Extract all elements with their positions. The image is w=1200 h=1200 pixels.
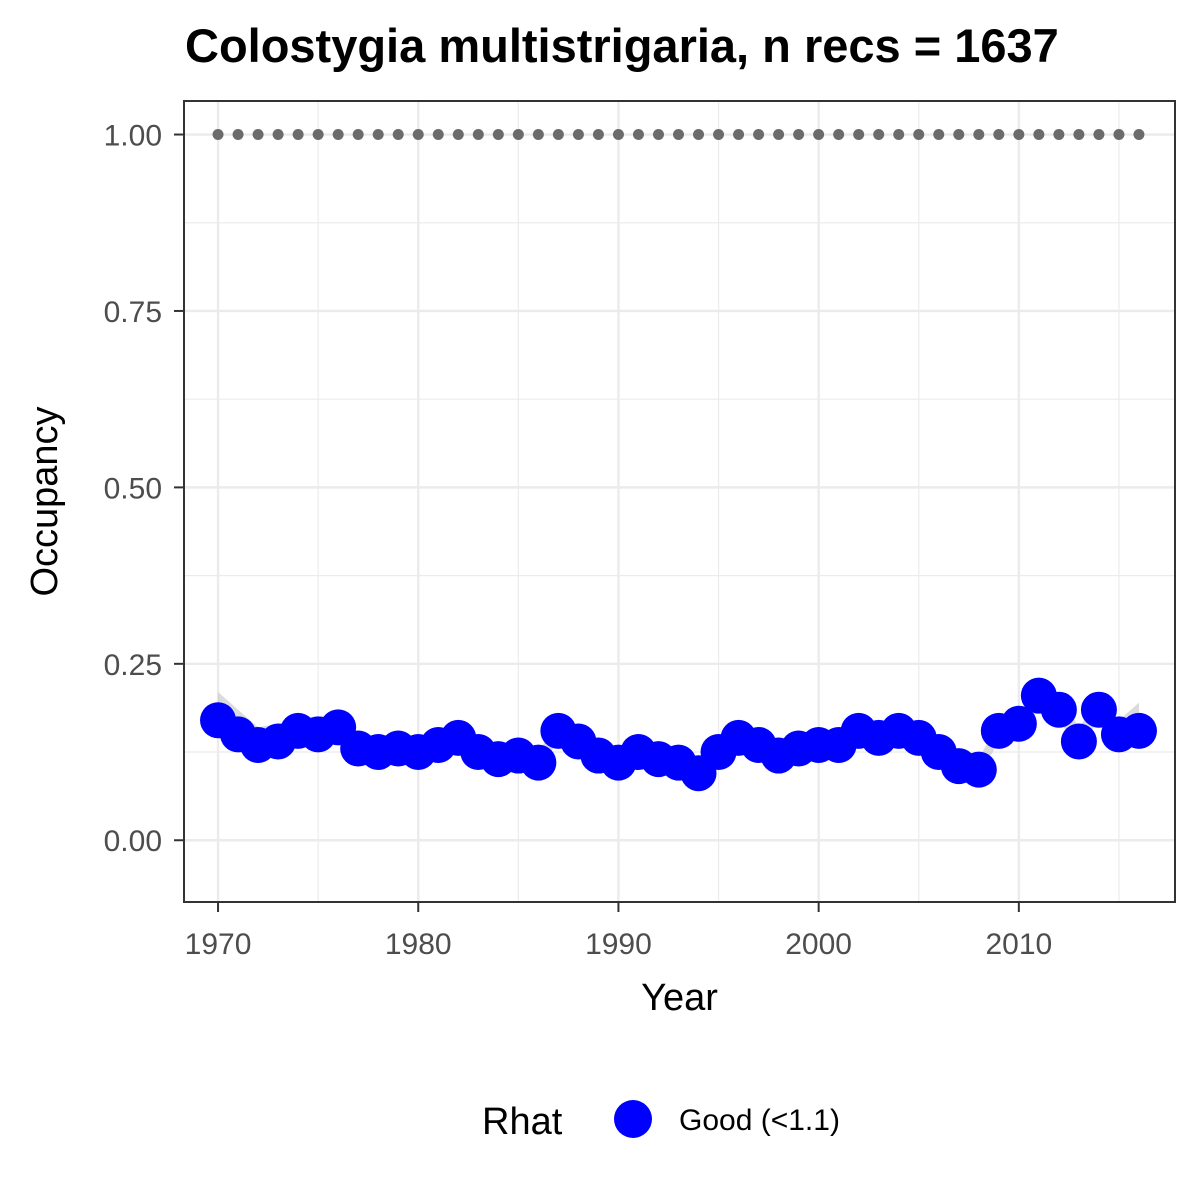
- legend: Rhat Good (<1.1): [482, 1100, 840, 1143]
- reference-point: [432, 129, 444, 141]
- legend-key-good: [614, 1100, 652, 1138]
- y-tick-label: 1.00: [104, 120, 162, 153]
- reference-point: [913, 129, 925, 141]
- reference-point: [693, 129, 705, 141]
- x-tick-label: 1970: [185, 928, 252, 961]
- reference-point: [652, 129, 664, 141]
- reference-point: [713, 129, 725, 141]
- reference-point: [753, 129, 765, 141]
- reference-point: [452, 129, 464, 141]
- reference-point: [833, 129, 845, 141]
- reference-point: [993, 129, 1005, 141]
- chart-title: Colostygia multistrigaria, n recs = 1637: [185, 19, 1059, 72]
- reference-point: [292, 129, 304, 141]
- reference-point: [312, 129, 324, 141]
- reference-point: [973, 129, 985, 141]
- y-tick-label: 0.00: [104, 825, 162, 858]
- legend-title: Rhat: [482, 1101, 563, 1143]
- reference-point: [332, 129, 344, 141]
- y-axis-title: Occupancy: [24, 406, 66, 596]
- reference-point: [372, 129, 384, 141]
- reference-point: [853, 129, 865, 141]
- reference-point: [592, 129, 604, 141]
- reference-point: [893, 129, 905, 141]
- data-point: [1000, 705, 1037, 742]
- reference-point: [552, 129, 564, 141]
- legend-label-good: Good (<1.1): [679, 1104, 840, 1137]
- y-tick-label: 0.75: [104, 296, 162, 329]
- y-axis: 0.00 0.25 0.50 0.75 1.00: [104, 120, 184, 858]
- reference-point: [252, 129, 264, 141]
- reference-point: [472, 129, 484, 141]
- data-point: [1060, 723, 1097, 760]
- reference-point: [672, 129, 684, 141]
- reference-point: [733, 129, 745, 141]
- reference-point: [933, 129, 945, 141]
- plot-frame: [183, 100, 1176, 903]
- y-tick-label: 0.25: [104, 649, 162, 682]
- y-tick-label: 0.50: [104, 472, 162, 505]
- x-axis: 1970 1980 1990 2000 2010: [185, 902, 1052, 961]
- reference-point: [392, 129, 404, 141]
- reference-point: [612, 129, 624, 141]
- reference-point: [212, 129, 224, 141]
- reference-point: [412, 129, 424, 141]
- reference-point: [492, 129, 504, 141]
- reference-point: [1133, 129, 1145, 141]
- x-tick-label: 1980: [385, 928, 452, 961]
- data-point: [1080, 691, 1117, 728]
- reference-point: [232, 129, 244, 141]
- x-tick-label: 2010: [985, 928, 1052, 961]
- data-point: [1120, 712, 1157, 749]
- reference-point: [632, 129, 644, 141]
- reference-point: [532, 129, 544, 141]
- reference-point: [1053, 129, 1065, 141]
- data-point: [1040, 691, 1077, 728]
- reference-point: [512, 129, 524, 141]
- reference-point: [572, 129, 584, 141]
- reference-point: [873, 129, 885, 141]
- reference-point: [1013, 129, 1025, 141]
- occupancy-points-layer: [200, 677, 1157, 792]
- plot-background: [184, 101, 1175, 902]
- reference-point: [1073, 129, 1085, 141]
- reference-point: [1113, 129, 1125, 141]
- major-gridlines: [184, 101, 1175, 902]
- data-point: [520, 744, 557, 781]
- x-axis-title: Year: [641, 977, 718, 1019]
- x-tick-label: 2000: [785, 928, 852, 961]
- reference-point: [1033, 129, 1045, 141]
- reference-point: [352, 129, 364, 141]
- reference-points-layer: [212, 129, 1145, 141]
- reference-point: [813, 129, 825, 141]
- data-point: [960, 751, 997, 788]
- reference-point: [953, 129, 965, 141]
- reference-point: [272, 129, 284, 141]
- x-tick-label: 1990: [585, 928, 652, 961]
- reference-point: [773, 129, 785, 141]
- reference-point: [1093, 129, 1105, 141]
- reference-point: [793, 129, 805, 141]
